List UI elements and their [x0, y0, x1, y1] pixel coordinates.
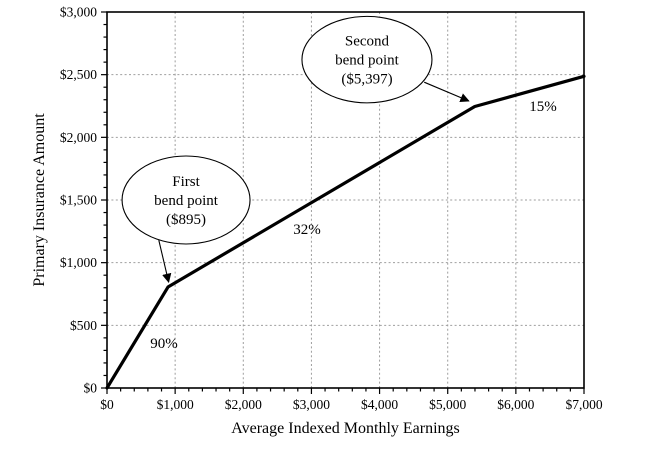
- segment-label: 32%: [293, 222, 321, 238]
- x-tick-label: $4,000: [361, 397, 398, 412]
- y-tick-label: $2,500: [60, 67, 97, 82]
- x-tick-label: $2,000: [225, 397, 262, 412]
- callout-ellipse: [301, 15, 433, 104]
- callout-text-line: ($5,397): [341, 72, 392, 88]
- y-tick-label: $1,000: [60, 255, 97, 270]
- callout-ellipse: [121, 155, 251, 245]
- x-tick-label: $0: [100, 397, 114, 412]
- y-tick-label: $2,000: [60, 130, 97, 145]
- x-axis-title: Average Indexed Monthly Earnings: [231, 420, 460, 437]
- callout-arrow: [158, 239, 172, 284]
- y-tick-label: $500: [70, 318, 97, 333]
- x-tick-label: $6,000: [497, 397, 534, 412]
- y-tick-label: $0: [84, 381, 98, 396]
- segment-label: 90%: [150, 336, 178, 352]
- axis-ticks: [101, 11, 585, 394]
- pia-line: [105, 74, 586, 390]
- y-axis-title: Primary Insurance Amount: [31, 113, 48, 287]
- callout-text-line: Second: [345, 34, 390, 50]
- x-tick-label: $7,000: [565, 397, 602, 412]
- callout-second-bend-point: Second bend point ($5,397): [301, 15, 470, 104]
- x-tick-label: $1,000: [157, 397, 194, 412]
- y-tick-label: $1,500: [60, 193, 97, 208]
- x-tick-label: $5,000: [429, 397, 466, 412]
- x-tick-label: $3,000: [293, 397, 330, 412]
- callout-arrow: [423, 81, 470, 103]
- callout-text-line: First: [172, 174, 200, 190]
- callout-first-bend-point: First bend point ($895): [121, 155, 251, 284]
- y-tick-label: $3,000: [60, 5, 97, 20]
- callout-text-line: ($895): [166, 212, 206, 228]
- callout-text-line: bend point: [154, 193, 219, 209]
- callout-text-line: bend point: [335, 53, 400, 69]
- segment-label: 15%: [529, 99, 557, 115]
